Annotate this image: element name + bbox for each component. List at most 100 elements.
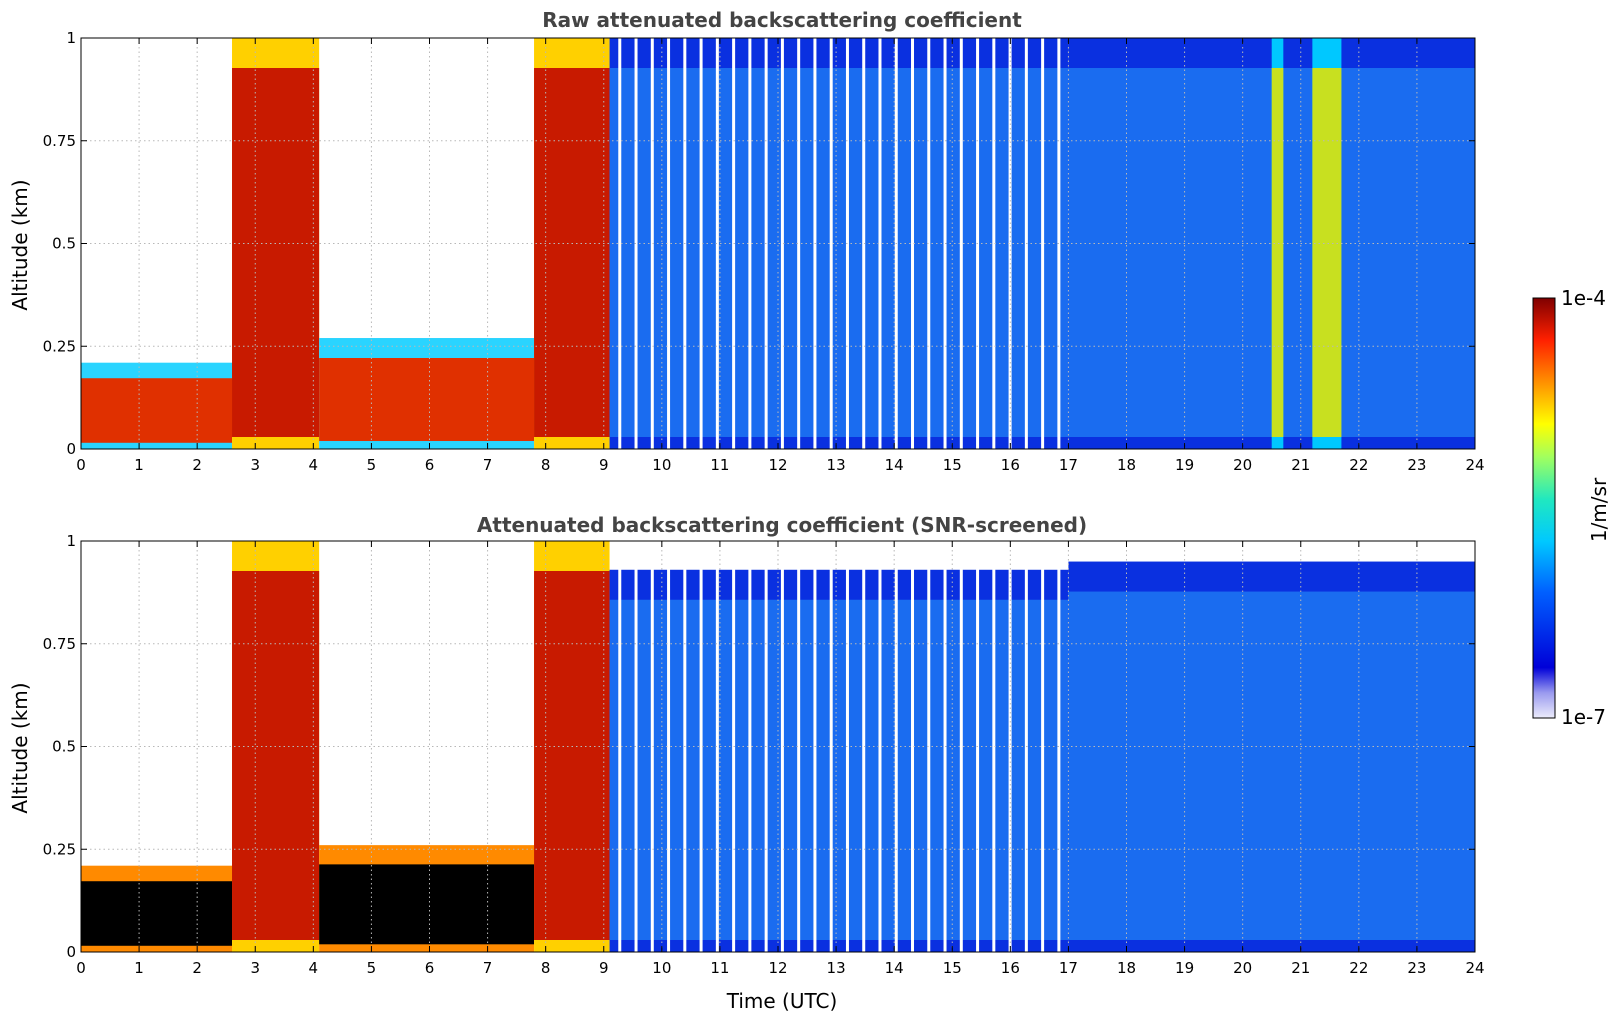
heatmap-feature bbox=[534, 68, 610, 437]
x-tick-label: 13 bbox=[827, 959, 846, 977]
x-tick-label: 1 bbox=[134, 456, 144, 474]
heatmap-feature bbox=[1068, 591, 1475, 940]
data-gap bbox=[878, 38, 882, 449]
x-tick-label: 16 bbox=[1001, 456, 1020, 474]
x-tick-label: 24 bbox=[1465, 959, 1484, 977]
data-gap bbox=[748, 38, 752, 449]
x-tick-label: 11 bbox=[710, 959, 729, 977]
x-tick-label: 9 bbox=[599, 959, 609, 977]
data-gap bbox=[780, 38, 784, 449]
x-tick-label: 15 bbox=[943, 456, 962, 474]
y-tick-label: 0.25 bbox=[43, 337, 76, 355]
panel-title: Raw attenuated backscattering coefficien… bbox=[542, 8, 1022, 32]
colorbar-max-label: 1e-4 bbox=[1561, 286, 1606, 310]
x-tick-label: 9 bbox=[599, 456, 609, 474]
data-gap bbox=[699, 541, 703, 952]
data-gap bbox=[667, 38, 671, 449]
colorbar: 1e-4 1e-7 1/m/sr bbox=[1532, 286, 1611, 729]
heatmap-feature bbox=[319, 358, 535, 442]
y-axis-label: Altitude (km) bbox=[8, 179, 32, 310]
x-tick-label: 13 bbox=[827, 456, 846, 474]
data-gap bbox=[667, 541, 671, 952]
x-tick-label: 10 bbox=[652, 456, 671, 474]
x-tick-label: 21 bbox=[1291, 959, 1310, 977]
heatmap-feature bbox=[1312, 68, 1342, 437]
x-tick-label: 17 bbox=[1059, 959, 1078, 977]
y-axis: 0 0.25 0.5 0.75 1 bbox=[43, 29, 1475, 458]
data-gap bbox=[634, 541, 638, 952]
x-tick-label: 6 bbox=[425, 959, 435, 977]
heatmap-feature bbox=[609, 599, 1069, 940]
heatmap-cells bbox=[81, 38, 1475, 449]
panel-title: Attenuated backscattering coefficient (S… bbox=[477, 513, 1087, 537]
x-tick-label: 12 bbox=[768, 959, 787, 977]
heatmap-feature bbox=[1068, 68, 1475, 437]
x-tick-label: 18 bbox=[1117, 456, 1136, 474]
data-gap bbox=[1041, 541, 1045, 952]
x-tick-label: 1 bbox=[134, 959, 144, 977]
data-gap bbox=[1008, 38, 1012, 449]
x-tick-label: 19 bbox=[1175, 959, 1194, 977]
heatmap-feature bbox=[534, 571, 610, 940]
grid-lines bbox=[81, 541, 1475, 952]
data-gap bbox=[1008, 541, 1012, 952]
y-tick-label: 0.75 bbox=[43, 635, 76, 653]
data-gap bbox=[634, 38, 638, 449]
data-gap bbox=[992, 541, 996, 952]
data-gap bbox=[748, 541, 752, 952]
x-tick-label: 0 bbox=[76, 456, 86, 474]
colorbar-unit-label: 1/m/sr bbox=[1587, 477, 1611, 542]
heatmap-feature bbox=[232, 68, 320, 437]
x-tick-label: 4 bbox=[309, 959, 319, 977]
data-gap bbox=[618, 541, 622, 952]
x-tick-label: 5 bbox=[367, 456, 377, 474]
y-axis: 0 0.25 0.5 0.75 1 bbox=[43, 532, 1475, 961]
data-gap bbox=[927, 541, 931, 952]
x-tick-label: 12 bbox=[768, 456, 787, 474]
x-tick-label: 23 bbox=[1407, 456, 1426, 474]
data-gap bbox=[797, 541, 801, 952]
x-tick-label: 17 bbox=[1059, 456, 1078, 474]
y-tick-label: 0.5 bbox=[52, 738, 76, 756]
heatmap-feature bbox=[1271, 68, 1284, 437]
heatmap-feature bbox=[232, 571, 320, 940]
x-tick-label: 7 bbox=[483, 959, 493, 977]
snr-screened-backscatter-panel: Attenuated backscattering coefficient (S… bbox=[8, 513, 1485, 1013]
x-tick-label: 18 bbox=[1117, 959, 1136, 977]
x-tick-label: 10 bbox=[652, 959, 671, 977]
colorbar-min-label: 1e-7 bbox=[1561, 705, 1606, 729]
data-gap bbox=[911, 541, 915, 952]
heatmap-feature bbox=[81, 881, 233, 946]
x-tick-label: 24 bbox=[1465, 456, 1484, 474]
data-gap bbox=[927, 38, 931, 449]
x-tick-label: 6 bbox=[425, 456, 435, 474]
heatmap-cells bbox=[81, 541, 1475, 952]
data-gap bbox=[911, 38, 915, 449]
data-gap bbox=[829, 541, 833, 952]
x-tick-label: 14 bbox=[885, 456, 904, 474]
x-tick-label: 21 bbox=[1291, 456, 1310, 474]
x-tick-label: 11 bbox=[710, 456, 729, 474]
data-gap bbox=[715, 38, 719, 449]
data-gap bbox=[992, 38, 996, 449]
y-tick-label: 1 bbox=[66, 29, 76, 47]
data-gap bbox=[1041, 38, 1045, 449]
x-tick-label: 2 bbox=[192, 456, 202, 474]
x-tick-label: 7 bbox=[483, 456, 493, 474]
data-gap bbox=[650, 38, 654, 449]
data-gap bbox=[797, 38, 801, 449]
x-tick-label: 20 bbox=[1233, 959, 1252, 977]
x-tick-label: 8 bbox=[541, 456, 551, 474]
x-tick-label: 19 bbox=[1175, 456, 1194, 474]
y-tick-label: 0.75 bbox=[43, 132, 76, 150]
y-tick-label: 1 bbox=[66, 532, 76, 550]
x-tick-label: 22 bbox=[1349, 959, 1368, 977]
grid-lines bbox=[81, 38, 1475, 449]
x-tick-label: 16 bbox=[1001, 959, 1020, 977]
data-gap bbox=[829, 38, 833, 449]
heatmap-feature bbox=[81, 378, 233, 443]
y-tick-label: 0 bbox=[66, 440, 76, 458]
data-gap bbox=[878, 541, 882, 952]
y-tick-label: 0 bbox=[66, 943, 76, 961]
